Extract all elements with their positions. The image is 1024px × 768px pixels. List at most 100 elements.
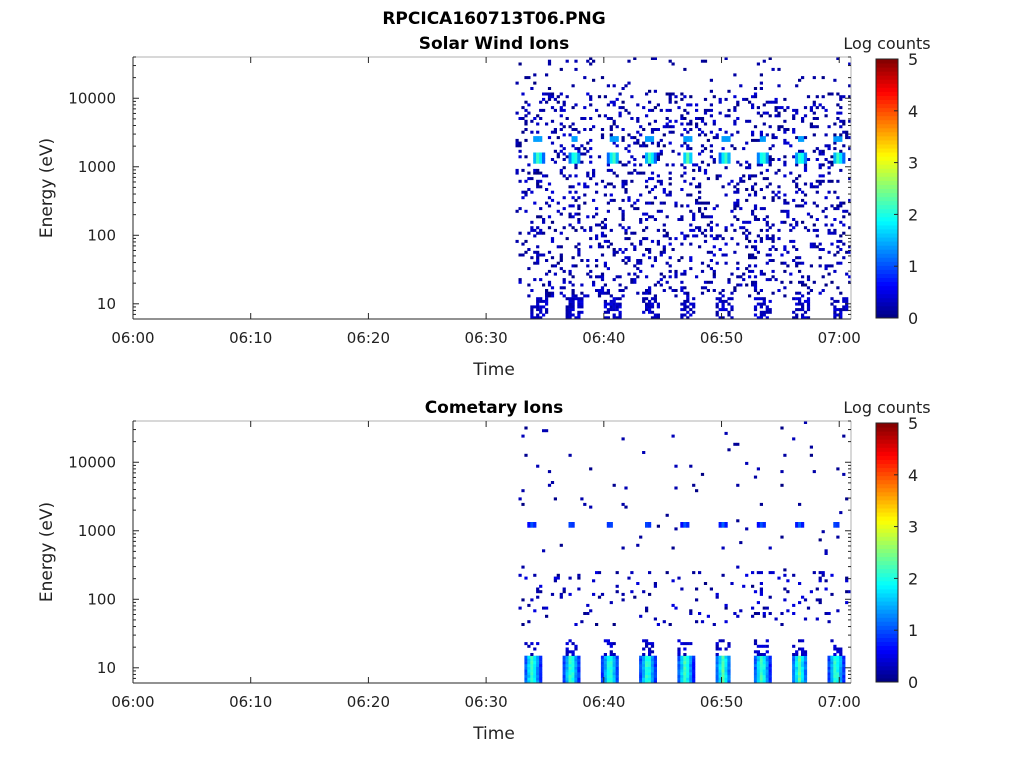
heatmap-cell: [680, 280, 684, 284]
heatmap-cell: [727, 663, 731, 667]
heatmap-cell: [571, 680, 575, 684]
heatmap-cell: [636, 103, 640, 107]
heatmap-cell: [653, 316, 657, 320]
heatmap-cell: [692, 228, 696, 232]
heatmap-cell: [818, 149, 822, 153]
heatmap-cell: [621, 138, 625, 142]
heatmap-cell: [780, 209, 784, 213]
heatmap-cell: [530, 289, 534, 292]
heatmap-cell: [524, 100, 528, 104]
heatmap-cell: [615, 677, 619, 681]
heatmap-cell: [562, 658, 566, 662]
heatmap-cell: [615, 250, 619, 254]
heatmap-cell: [836, 535, 840, 539]
heatmap-cell: [730, 133, 734, 137]
heatmap-cell: [600, 76, 605, 80]
heatmap-cell: [721, 524, 725, 528]
heatmap-cell: [798, 78, 802, 82]
heatmap-cell: [792, 603, 796, 607]
heatmap-cell: [577, 310, 581, 314]
heatmap-cell: [830, 674, 834, 678]
heatmap-cell: [753, 248, 758, 251]
heatmap-cell: [745, 188, 749, 191]
heatmap-cell: [727, 182, 731, 186]
heatmap-cell: [592, 171, 596, 175]
heatmap-cell: [736, 204, 740, 208]
heatmap-cell: [577, 672, 581, 676]
heatmap-cell: [806, 606, 811, 610]
heatmap-cell: [571, 294, 575, 298]
heatmap-cell: [845, 272, 849, 276]
heatmap-cell: [636, 275, 640, 279]
heatmap-cell: [700, 620, 705, 624]
heatmap-cell: [645, 212, 649, 216]
heatmap-cell: [600, 677, 605, 681]
heatmap-cell: [656, 239, 660, 243]
heatmap-cell: [518, 231, 522, 235]
heatmap-cell: [798, 658, 802, 662]
heatmap-cell: [801, 672, 805, 676]
heatmap-cell: [574, 128, 578, 131]
heatmap-cell: [798, 204, 802, 208]
heatmap-cell: [612, 316, 616, 320]
heatmap-cell: [798, 152, 802, 156]
heatmap-cell: [583, 117, 587, 120]
heatmap-cell: [709, 130, 713, 134]
heatmap-cell: [639, 655, 643, 659]
heatmap-cell: [812, 111, 816, 115]
heatmap-cell: [639, 661, 643, 665]
heatmap-cell: [518, 278, 522, 282]
heatmap-cell: [783, 138, 787, 142]
heatmap-cell: [724, 655, 728, 659]
heatmap-cell: [542, 152, 546, 156]
heatmap-cell: [695, 117, 699, 120]
heatmap-cell: [771, 234, 775, 238]
heatmap-cell: [762, 138, 766, 142]
heatmap-cell: [839, 647, 843, 651]
heatmap-cell: [812, 470, 816, 474]
heatmap-cell: [527, 663, 531, 667]
heatmap-cell: [786, 609, 790, 613]
heatmap-cell: [836, 647, 840, 651]
heatmap-cell: [524, 76, 528, 80]
heatmap-cell: [650, 152, 655, 156]
heatmap-cell: [833, 655, 837, 659]
heatmap-cell: [553, 497, 557, 501]
heatmap-cell: [536, 136, 540, 140]
heatmap-cell: [589, 505, 593, 509]
heatmap-cell: [756, 291, 760, 295]
heatmap-cell: [565, 642, 569, 646]
heatmap-cell: [562, 655, 566, 659]
heatmap-cell: [568, 639, 572, 643]
heatmap-cell: [574, 661, 578, 665]
heatmap-cell: [709, 78, 713, 82]
heatmap-cell: [600, 669, 605, 673]
heatmap-cell: [792, 226, 796, 230]
heatmap-cell: [715, 677, 719, 681]
heatmap-cell: [839, 136, 843, 140]
colorbar-segment: [876, 180, 898, 185]
heatmap-cell: [524, 155, 528, 159]
heatmap-cell: [762, 522, 766, 525]
heatmap-cell: [686, 147, 690, 151]
heatmap-cell: [801, 275, 805, 279]
heatmap-cell: [774, 136, 778, 140]
colorbar-segment: [876, 467, 898, 473]
colorbar-segment: [876, 592, 898, 598]
heatmap-cell: [615, 590, 619, 594]
colorbar-label: Log counts: [843, 34, 930, 53]
heatmap-cell: [845, 579, 849, 583]
heatmap-cell: [600, 655, 605, 659]
heatmap-cell: [639, 125, 643, 129]
heatmap-cell: [559, 267, 563, 271]
heatmap-cell: [674, 269, 678, 273]
heatmap-cell: [612, 483, 616, 487]
heatmap-cell: [759, 661, 763, 665]
heatmap-cell: [801, 639, 805, 643]
heatmap-cell: [839, 138, 843, 142]
heatmap-cell: [689, 612, 693, 615]
heatmap-cell: [818, 179, 822, 183]
heatmap-cell: [818, 242, 822, 246]
heatmap-cell: [595, 182, 599, 186]
